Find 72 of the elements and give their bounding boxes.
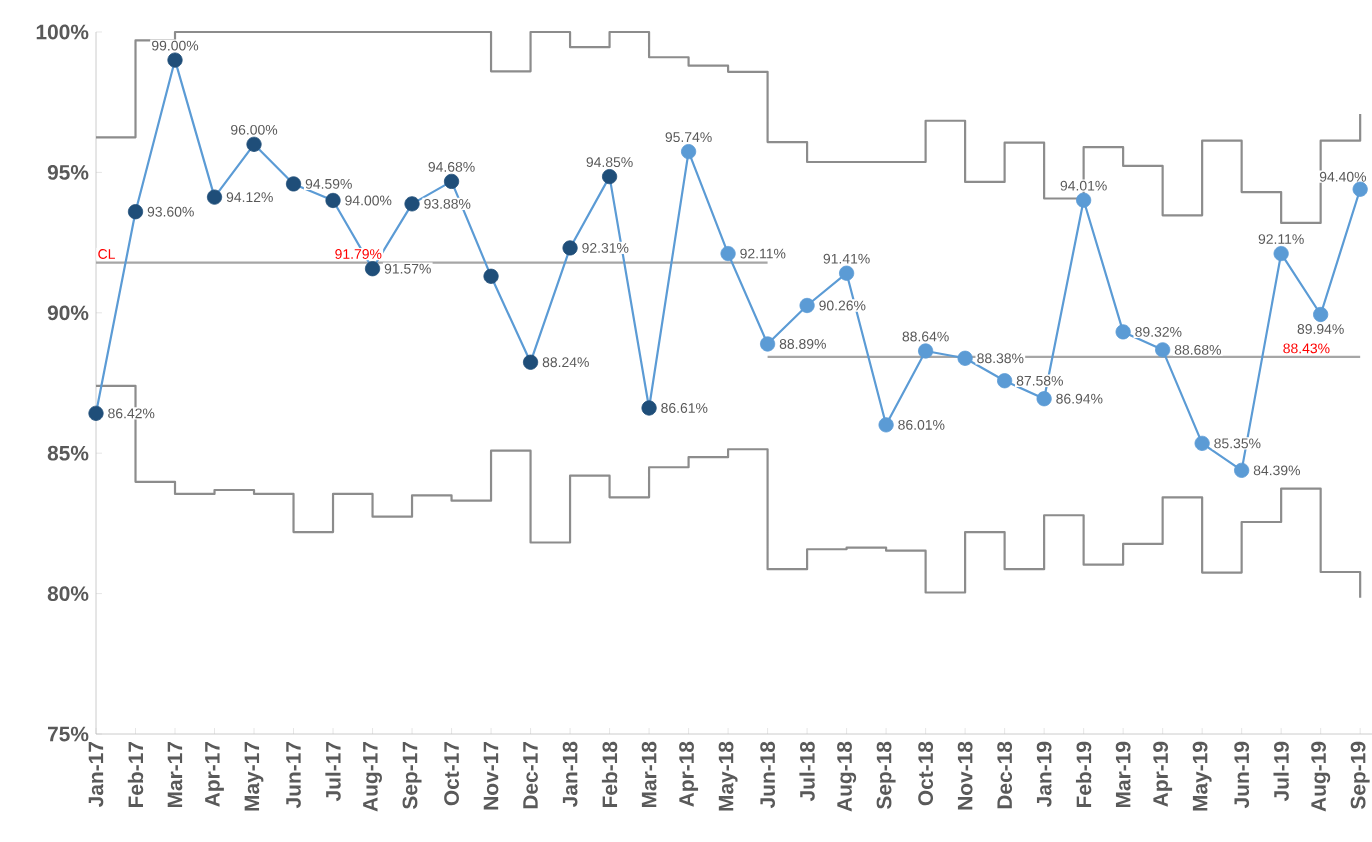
x-tick-label: Jan-18 <box>562 741 578 808</box>
point <box>601 169 618 185</box>
point <box>404 196 420 212</box>
x-tick-label: Dec-18 <box>997 741 1013 809</box>
x-tick-label: Apr-17 <box>205 741 224 807</box>
x-tick-label: Jun-18 <box>760 741 776 809</box>
y-tick-label: 100% <box>36 24 89 40</box>
y-tick-label: 80% <box>47 586 89 602</box>
point <box>681 144 697 160</box>
point <box>522 354 539 370</box>
point <box>246 136 262 152</box>
point <box>1352 181 1368 197</box>
point <box>760 336 776 352</box>
x-tick-label: Jan-17 <box>88 741 104 808</box>
x-tick-label: Aug-17 <box>363 741 382 812</box>
point <box>957 350 973 366</box>
x-tick-label: Nov-17 <box>483 741 499 810</box>
x-tick-label: Feb-17 <box>127 741 144 808</box>
x-tick-label: Jun-19 <box>1234 741 1250 809</box>
point <box>206 189 223 205</box>
x-tick-label: Oct-18 <box>918 741 934 806</box>
x-tick-label: Aug-19 <box>1311 741 1331 812</box>
point <box>1036 391 1052 407</box>
point <box>839 265 855 281</box>
point <box>167 52 183 68</box>
x-tick-label: Sep-19 <box>1350 741 1370 810</box>
x-tick-label: Sep-18 <box>876 741 896 810</box>
x-tick-label: Feb-18 <box>601 741 618 808</box>
y-tick-label: 90% <box>47 305 89 321</box>
point <box>641 400 657 416</box>
point <box>1234 462 1250 478</box>
x-tick-label: Sep-17 <box>402 741 422 810</box>
y-tick-label: 75% <box>47 726 89 742</box>
point <box>562 240 578 256</box>
x-tick-label: Mar-17 <box>167 741 183 808</box>
point <box>1313 306 1329 323</box>
point <box>1115 324 1131 340</box>
x-tick-label: Jul-19 <box>1273 741 1289 802</box>
x-tick-label: Feb-19 <box>1075 741 1092 808</box>
x-tick-label: Apr-19 <box>1153 741 1173 807</box>
x-tick-label: Aug-18 <box>837 741 857 812</box>
point <box>878 417 894 433</box>
point <box>1076 192 1092 208</box>
x-tick-label: May-19 <box>1192 741 1212 811</box>
x-tick-label: Jun-17 <box>286 741 301 809</box>
point <box>127 204 144 220</box>
point <box>918 343 934 359</box>
point <box>997 373 1013 389</box>
x-tick-label: Apr-18 <box>679 741 699 807</box>
point <box>285 176 302 192</box>
y-tick-label: 95% <box>47 165 89 180</box>
x-tick-label: May-17 <box>244 741 264 811</box>
point <box>88 405 104 421</box>
point <box>720 245 736 262</box>
x-tick-label: Oct-17 <box>444 741 459 806</box>
x-tick-label: Jul-18 <box>799 741 815 802</box>
x-tick-label: Jan-19 <box>1036 741 1052 808</box>
point <box>325 192 341 209</box>
x-tick-label: Jul-17 <box>325 741 341 802</box>
y-tick-label: 85% <box>47 445 89 461</box>
point <box>483 268 499 284</box>
x-tick-label: Mar-18 <box>641 741 657 808</box>
point <box>364 261 381 277</box>
x-tick-label: Nov-18 <box>957 741 973 810</box>
x-tick-label: May-18 <box>718 741 738 811</box>
point <box>799 297 815 314</box>
x-tick-label: Mar-19 <box>1115 741 1131 808</box>
point <box>443 173 460 189</box>
point <box>1155 342 1171 358</box>
point <box>1273 245 1289 262</box>
x-tick-label: Dec-17 <box>523 741 538 809</box>
point <box>1194 435 1210 451</box>
